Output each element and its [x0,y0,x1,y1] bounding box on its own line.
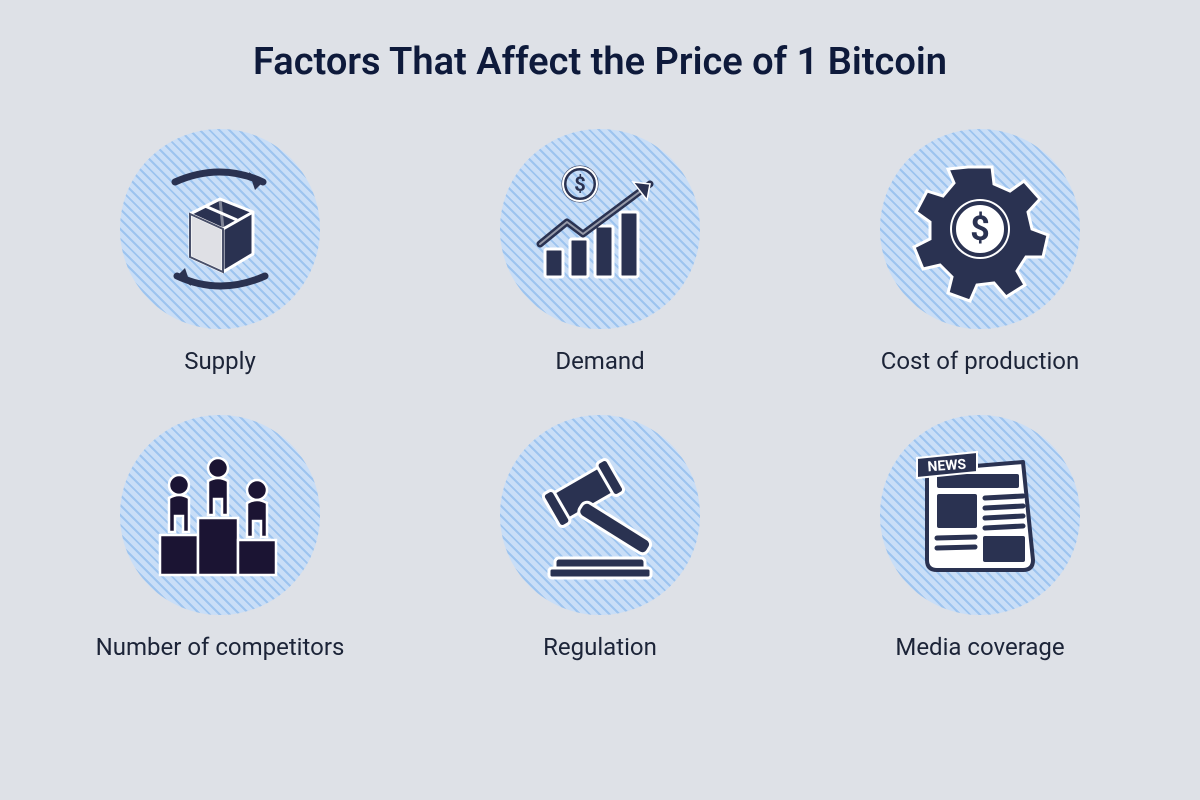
svg-text:NEWS: NEWS [927,457,967,476]
factor-regulation: Regulation [450,415,750,661]
label-demand: Demand [555,347,644,375]
page-title: Factors That Affect the Price of 1 Bitco… [253,40,947,84]
circle-demand: $ [500,129,700,329]
podium-people-icon [145,440,295,590]
factors-grid: Supply $ [70,129,1130,661]
circle-media: NEWS [880,415,1080,615]
infographic-container: Factors That Affect the Price of 1 Bitco… [0,0,1200,800]
factor-demand: $ Demand [450,129,750,375]
gear-dollar-icon: $ [905,154,1055,304]
label-supply: Supply [184,347,256,375]
circle-competitors [120,415,320,615]
label-media: Media coverage [895,633,1064,661]
svg-text:$: $ [574,172,585,196]
label-regulation: Regulation [543,633,657,661]
svg-text:$: $ [970,209,990,249]
circle-supply [120,129,320,329]
factor-supply: Supply [70,129,370,375]
factor-cost-of-production: $ Cost of production [830,129,1130,375]
gavel-icon [525,440,675,590]
circle-cost: $ [880,129,1080,329]
box-cycle-icon [145,154,295,304]
factor-media: NEWS Media coverage [830,415,1130,661]
factor-competitors: Number of competitors [70,415,370,661]
circle-regulation [500,415,700,615]
chart-up-icon: $ [525,154,675,304]
newspaper-icon: NEWS [905,440,1055,590]
label-competitors: Number of competitors [96,633,345,661]
label-cost: Cost of production [881,347,1080,375]
